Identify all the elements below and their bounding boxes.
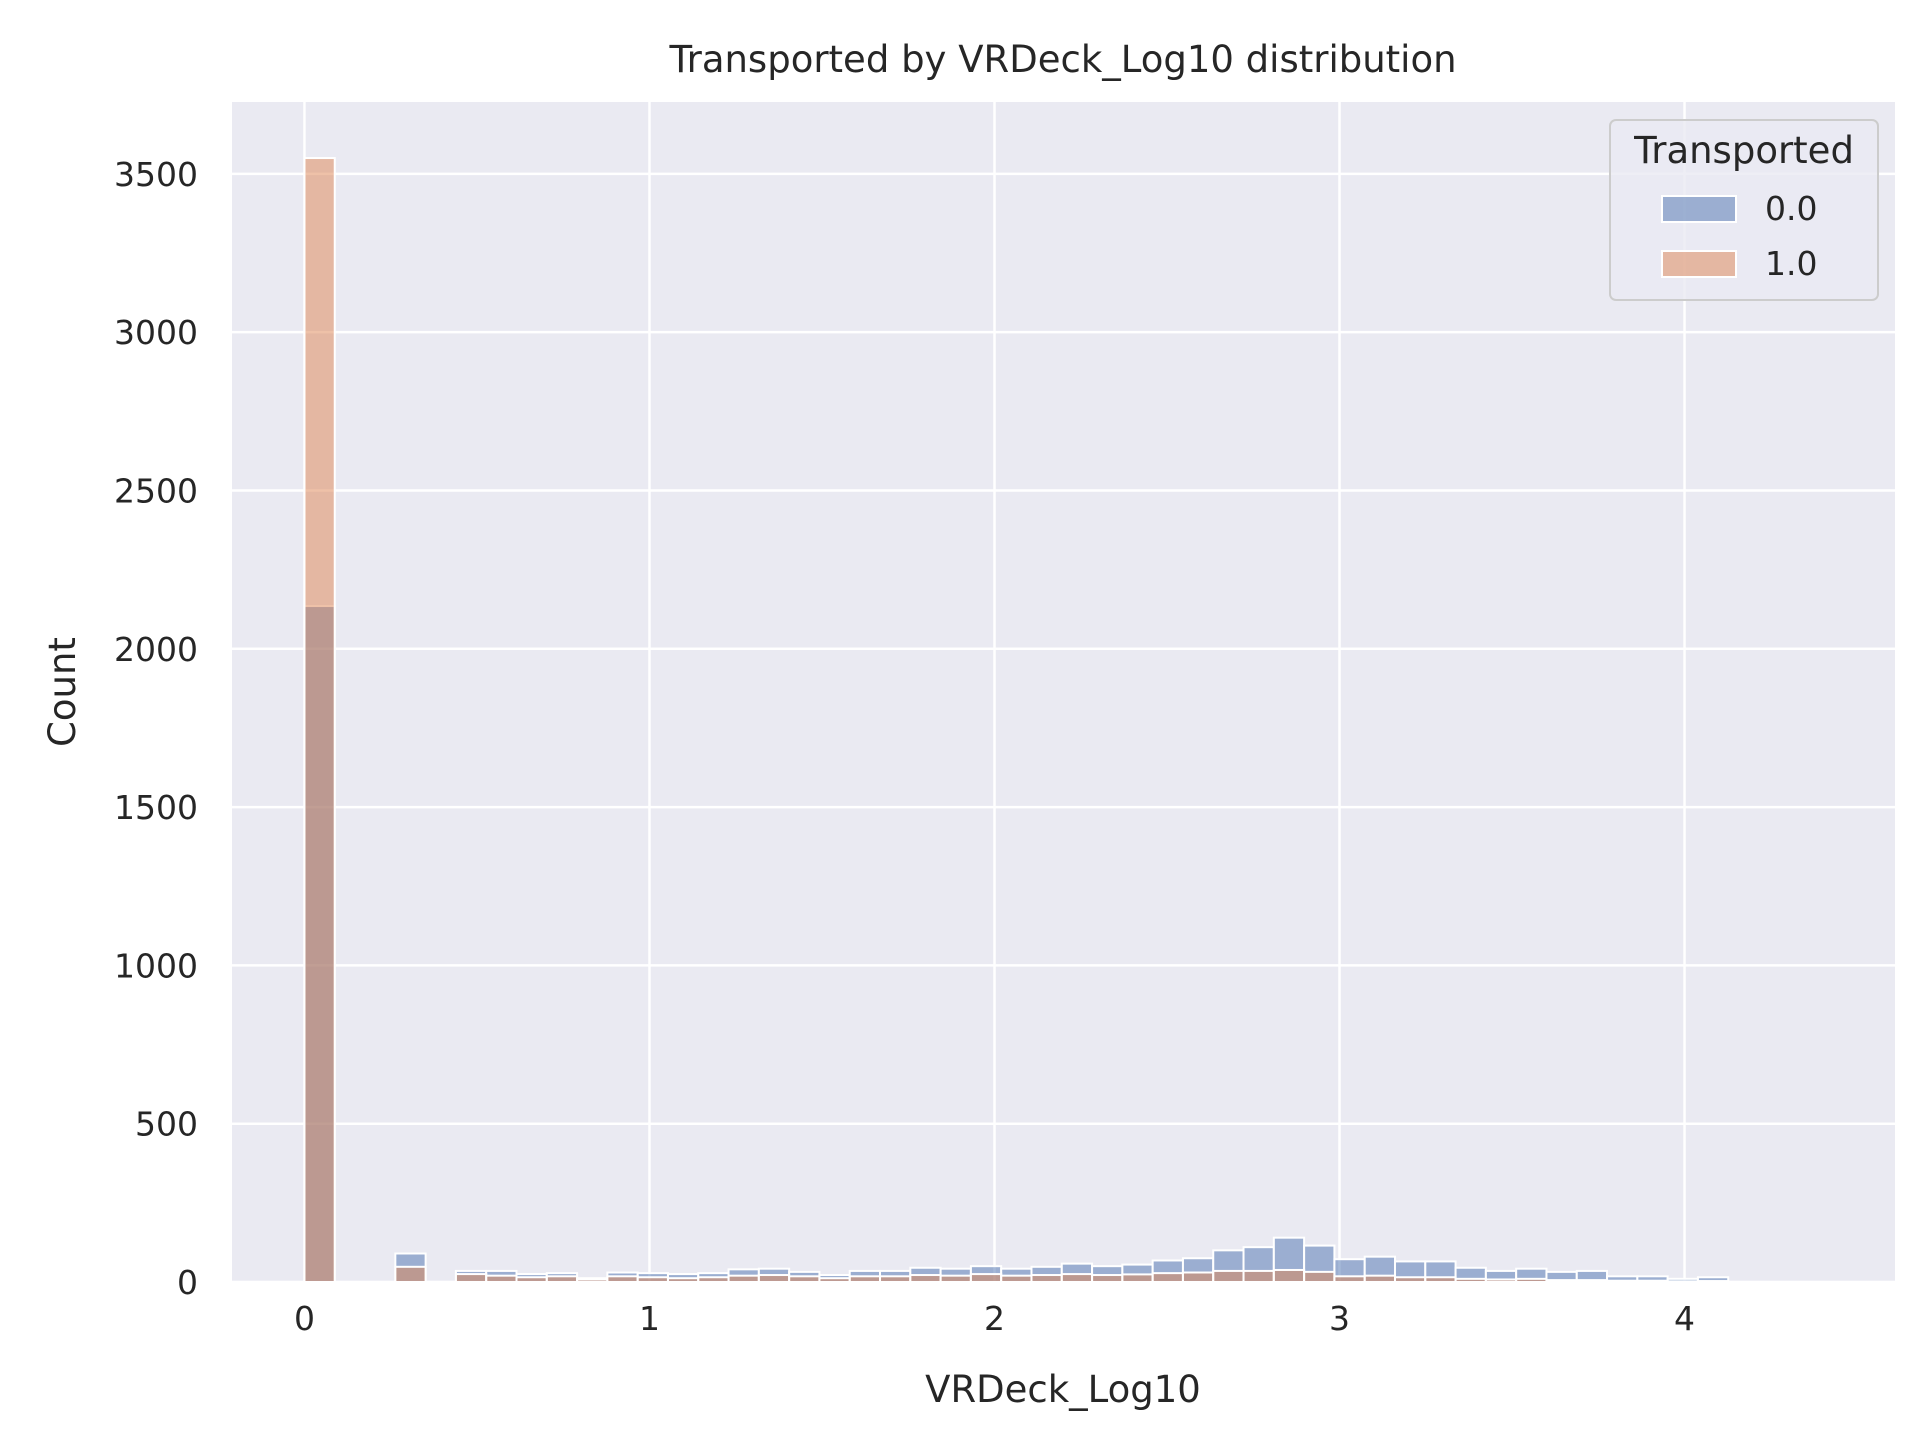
x-tick-label: 2 (984, 1299, 1005, 1338)
bar-series-1 (1636, 1279, 1669, 1283)
bar-series-1 (606, 1275, 639, 1283)
y-tick-label: 2500 (114, 471, 198, 510)
bar-series-1 (1545, 1279, 1578, 1283)
y-tick-label: 1500 (114, 788, 198, 827)
bar-series-1 (727, 1274, 760, 1284)
bar-series-1 (879, 1275, 912, 1283)
y-tick-label: 2000 (114, 630, 198, 669)
legend-label-1: 1.0 (1765, 244, 1817, 283)
bars-series-1 (303, 157, 1730, 1284)
x-tick-labels: 0 1 2 3 4 (294, 1299, 1695, 1338)
bar-series-1 (576, 1278, 609, 1284)
bar-series-1 (636, 1276, 669, 1283)
bar-series-1 (1575, 1279, 1609, 1283)
bar-series-1 (1181, 1271, 1215, 1283)
bar-series-1 (1060, 1273, 1094, 1284)
bar-series-1 (1151, 1272, 1184, 1284)
chart-title: Transported by VRDeck_Log10 distribution (668, 38, 1456, 81)
bar-series-1 (1696, 1280, 1730, 1283)
bar-series-1 (515, 1276, 548, 1283)
bar-series-1 (394, 1265, 427, 1283)
bar-series-1 (1242, 1269, 1275, 1283)
bar-series-1 (969, 1273, 1003, 1284)
bar-series-1 (1212, 1269, 1245, 1283)
bar-series-1 (1454, 1277, 1487, 1283)
bar-series-1 (1393, 1276, 1427, 1283)
bar-series-1 (485, 1274, 518, 1284)
y-axis-label: Count (41, 637, 84, 747)
bar-series-1 (848, 1275, 882, 1283)
bar-series-1 (545, 1275, 579, 1283)
bar-series-1 (454, 1273, 488, 1284)
bar-series-1 (1121, 1273, 1154, 1283)
y-tick-label: 3000 (114, 313, 198, 352)
bar-series-1 (1484, 1278, 1518, 1284)
bar-series-1 (1666, 1280, 1699, 1284)
y-tick-labels: 0 500 1000 1500 2000 2500 3000 3500 (114, 155, 198, 1302)
x-tick-label: 0 (294, 1299, 315, 1338)
bar-series-1 (697, 1276, 730, 1283)
legend-label-0: 0.0 (1765, 189, 1817, 228)
bar-series-1 (818, 1277, 851, 1283)
bar-series-1 (1272, 1268, 1306, 1283)
y-tick-label: 0 (177, 1263, 198, 1302)
legend-swatch-1 (1661, 250, 1737, 278)
x-tick-label: 1 (639, 1299, 660, 1338)
bar-series-1 (1515, 1277, 1548, 1283)
bar-series-1 (757, 1274, 791, 1284)
bar-series-1 (909, 1274, 942, 1284)
y-tick-label: 1000 (114, 946, 198, 985)
legend: Transported 0.0 1.0 (1609, 119, 1879, 301)
x-tick-label: 3 (1329, 1299, 1350, 1338)
x-tick-label: 4 (1674, 1299, 1695, 1338)
bar-series-1 (939, 1274, 972, 1284)
bar-series-1 (303, 157, 336, 1284)
bar-series-1 (1606, 1279, 1639, 1283)
legend-swatch-0 (1661, 195, 1737, 223)
bar-series-1 (1333, 1275, 1366, 1283)
bar-series-1 (1091, 1274, 1124, 1284)
legend-title: Transported (1633, 129, 1854, 172)
bar-series-1 (1424, 1276, 1457, 1283)
bar-series-1 (1000, 1274, 1033, 1284)
bar-series-1 (666, 1277, 700, 1283)
x-axis-label: VRDeck_Log10 (925, 1368, 1201, 1411)
y-tick-label: 3500 (114, 155, 198, 194)
bar-series-1 (1363, 1274, 1396, 1284)
y-tick-label: 500 (135, 1105, 198, 1144)
bar-series-1 (1303, 1270, 1336, 1284)
bar-series-1 (788, 1275, 821, 1283)
grid-lines (232, 102, 1895, 1284)
bar-series-1 (1030, 1274, 1063, 1284)
